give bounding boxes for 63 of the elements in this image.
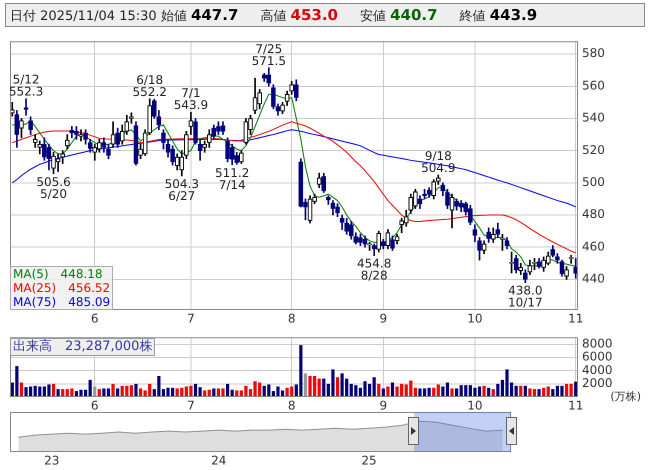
bar [377,384,380,397]
bar [331,369,335,397]
y-tick-label: 6000 [582,350,613,364]
x-tick-label: 7 [187,311,195,326]
text: 453.0 [290,6,338,24]
bar [492,389,495,397]
text: 447.7 [190,6,238,24]
bar [98,389,101,397]
y-tick-label: 440 [582,272,605,286]
x-tick-label: 10 [467,311,483,326]
text: 443.9 [490,6,538,24]
y-tick-label: 460 [582,239,605,254]
y-tick-label: 540 [582,110,605,125]
y-tick-label: 4000 [582,362,613,377]
text: 高値 [260,9,288,24]
annotation: 9/18 504.9 [421,148,456,175]
x-tick-label: 11 [568,398,584,412]
annotation: 7/1 543.9 [174,86,208,112]
text: 始値 [160,9,188,24]
y-tick-label: 560 [582,78,605,92]
text: MA(5) 448.18 [13,267,103,281]
annotation: 6/18 552.2 [132,72,167,99]
x-tick-label: 25 [361,453,377,468]
y-axis-title: (万株) [610,389,641,404]
y-tick-label: 580 [582,46,605,60]
text: 安値 [360,9,387,24]
bar [505,369,509,397]
annotation: 454.8 8/28 [356,256,392,283]
y-tick-label: 2000 [582,376,613,390]
bar [519,386,522,397]
x-tick-label: 8 [288,398,296,412]
bar [93,386,96,397]
text: MA(75) 485.09 [13,295,110,309]
x-tick-label: 8 [288,311,296,326]
text: MA(25) 456.52 [13,281,110,295]
x-tick-label: 11 [568,311,584,326]
chart-title: 出来高 23,287,000株 [10,338,156,356]
annotation: 505.6 5/20 [36,174,71,201]
bar [524,386,527,397]
annotation: 504.3 6/27 [164,176,199,203]
x-tick-label: 9 [380,398,388,412]
x-tick-label: 6 [90,398,99,412]
bar [212,388,216,397]
x-tick-label: 23 [44,453,60,468]
text: 440.7 [390,6,438,24]
x-tick-label: 10 [467,398,483,412]
bar [382,388,385,397]
bar [15,366,18,397]
annotation: 5/12 552.3 [8,72,44,99]
annotation: 7/25 571.5 [252,42,286,68]
bar [487,388,490,397]
y-tick-label: 520 [582,142,605,157]
x-tick-label: 7 [187,398,195,412]
x-tick-label: 24 [211,453,226,468]
y-tick-label: 480 [582,207,605,222]
y-tick-label: 500 [582,174,605,189]
chart-title: 日付 2025/11/04 15:30 [10,9,158,24]
x-tick-label: 6 [90,311,99,326]
annotation: 438.0 10/17 [508,284,543,310]
y-tick-label: 8000 [582,336,613,351]
text: 終値 [460,9,487,24]
annotation: 511.2 7/14 [214,166,250,192]
x-tick-label: 9 [380,311,388,326]
